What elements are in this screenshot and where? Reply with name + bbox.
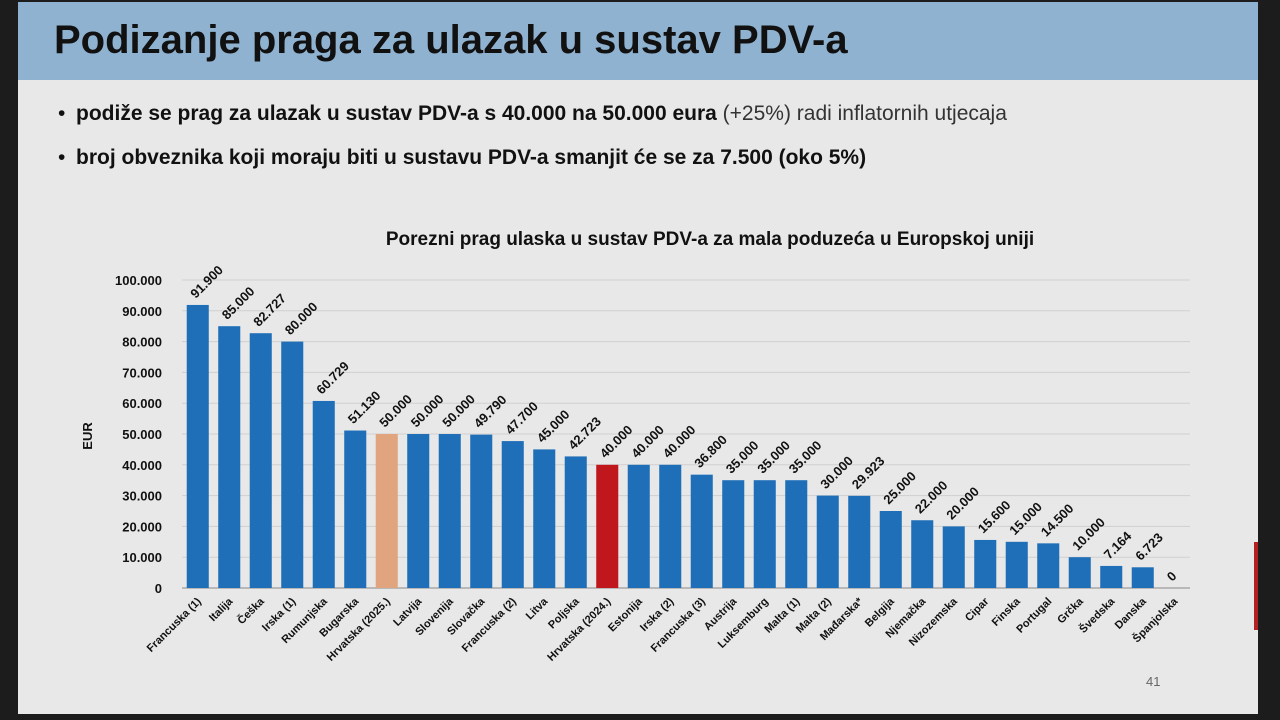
bar bbox=[753, 480, 776, 588]
x-tick-label: Francuska (2) bbox=[460, 595, 519, 654]
bar bbox=[942, 526, 965, 588]
bar bbox=[344, 430, 367, 588]
data-label: 50.000 bbox=[408, 391, 447, 430]
bar bbox=[501, 441, 524, 588]
data-label: 50.000 bbox=[439, 391, 478, 430]
bar bbox=[312, 400, 335, 588]
data-label: 15.600 bbox=[975, 497, 1014, 536]
data-label: 40.000 bbox=[660, 422, 699, 461]
y-tick-label: 70.000 bbox=[122, 365, 162, 380]
bullet-dot-icon: • bbox=[58, 146, 66, 169]
data-label: 29.923 bbox=[849, 453, 888, 492]
bar bbox=[785, 480, 808, 588]
data-label: 82.727 bbox=[250, 291, 289, 330]
data-label: 91.900 bbox=[187, 262, 226, 301]
data-label: 15.000 bbox=[1006, 499, 1045, 538]
bar bbox=[1005, 541, 1028, 588]
bar bbox=[879, 511, 902, 588]
bar bbox=[911, 520, 934, 588]
bullet-dot-icon: • bbox=[58, 102, 66, 125]
bar bbox=[438, 434, 461, 588]
bullet-point-1: • podiže se prag za ulazak u sustav PDV-… bbox=[58, 102, 1007, 126]
y-tick-label: 100.000 bbox=[115, 273, 162, 288]
slide: Podizanje praga za ulazak u sustav PDV-a… bbox=[18, 2, 1258, 714]
bar bbox=[186, 304, 209, 588]
scroll-indicator bbox=[1254, 542, 1258, 630]
data-label: 47.700 bbox=[502, 398, 541, 437]
bullet-1-bold-text: podiže se prag za ulazak u sustav PDV-a … bbox=[76, 102, 717, 125]
bar bbox=[564, 456, 587, 588]
y-tick-label: 10.000 bbox=[122, 550, 162, 565]
y-tick-label: 80.000 bbox=[122, 335, 162, 350]
page-number: 41 bbox=[1146, 674, 1161, 689]
bullet-1-normal-text: (+25%) radi inflatornih utjecaja bbox=[716, 102, 1007, 125]
bar bbox=[218, 326, 241, 588]
data-label: 25.000 bbox=[880, 468, 919, 507]
bar bbox=[407, 434, 430, 588]
bar bbox=[1037, 543, 1060, 588]
bar bbox=[596, 464, 619, 588]
bar bbox=[690, 474, 713, 588]
bar-chart: Porezni prag ulaska u sustav PDV-a za ma… bbox=[80, 229, 1190, 664]
chart-title: Porezni prag ulaska u sustav PDV-a za ma… bbox=[386, 229, 1034, 250]
bar bbox=[1068, 557, 1091, 588]
bar bbox=[470, 434, 493, 588]
title-bar: Podizanje praga za ulazak u sustav PDV-a bbox=[18, 2, 1258, 80]
data-label: 35.000 bbox=[786, 438, 825, 477]
data-label: 42.723 bbox=[565, 414, 604, 453]
x-tick-label: Italija bbox=[207, 595, 236, 624]
slide-title: Podizanje praga za ulazak u sustav PDV-a bbox=[54, 18, 848, 62]
data-label: 40.000 bbox=[628, 422, 667, 461]
bar bbox=[533, 449, 556, 588]
x-tick-label: Estonija bbox=[606, 595, 645, 634]
y-tick-label: 60.000 bbox=[122, 396, 162, 411]
bullet-2-bold-text: broj obveznika koji moraju biti u sustav… bbox=[76, 146, 867, 169]
bar bbox=[1100, 565, 1123, 588]
y-tick-label: 20.000 bbox=[122, 519, 162, 534]
y-tick-label: 40.000 bbox=[122, 458, 162, 473]
y-tick-label: 0 bbox=[155, 581, 162, 596]
bar bbox=[659, 464, 682, 588]
data-label: 6.723 bbox=[1132, 530, 1166, 564]
data-label: 35.000 bbox=[754, 438, 793, 477]
data-label: 14.500 bbox=[1038, 501, 1077, 540]
y-tick-label: 50.000 bbox=[122, 427, 162, 442]
x-tick-label: Cipar bbox=[963, 595, 992, 624]
x-tick-label: Litva bbox=[524, 595, 551, 622]
bar bbox=[1131, 567, 1154, 588]
data-label: 60.729 bbox=[313, 358, 352, 397]
bar bbox=[249, 333, 272, 588]
data-label: 0 bbox=[1164, 568, 1180, 584]
bar bbox=[627, 464, 650, 588]
y-tick-label: 30.000 bbox=[122, 489, 162, 504]
y-axis-label: EUR bbox=[80, 422, 95, 450]
x-tick-label: Francuska (3) bbox=[649, 595, 708, 654]
bar bbox=[722, 480, 745, 588]
data-label: 40.000 bbox=[597, 422, 636, 461]
x-tick-label: Francuska (1) bbox=[145, 595, 204, 654]
bar bbox=[816, 495, 839, 588]
data-label: 10.000 bbox=[1069, 515, 1108, 554]
bar bbox=[281, 341, 304, 588]
bullet-point-2: • broj obveznika koji moraju biti u sust… bbox=[58, 146, 867, 170]
data-label: 80.000 bbox=[282, 299, 321, 338]
bar bbox=[848, 495, 871, 588]
bar bbox=[974, 539, 997, 588]
y-tick-label: 90.000 bbox=[122, 304, 162, 319]
x-tick-label: Švedska bbox=[1077, 594, 1118, 635]
data-label: 30.000 bbox=[817, 453, 856, 492]
bar bbox=[375, 434, 398, 588]
